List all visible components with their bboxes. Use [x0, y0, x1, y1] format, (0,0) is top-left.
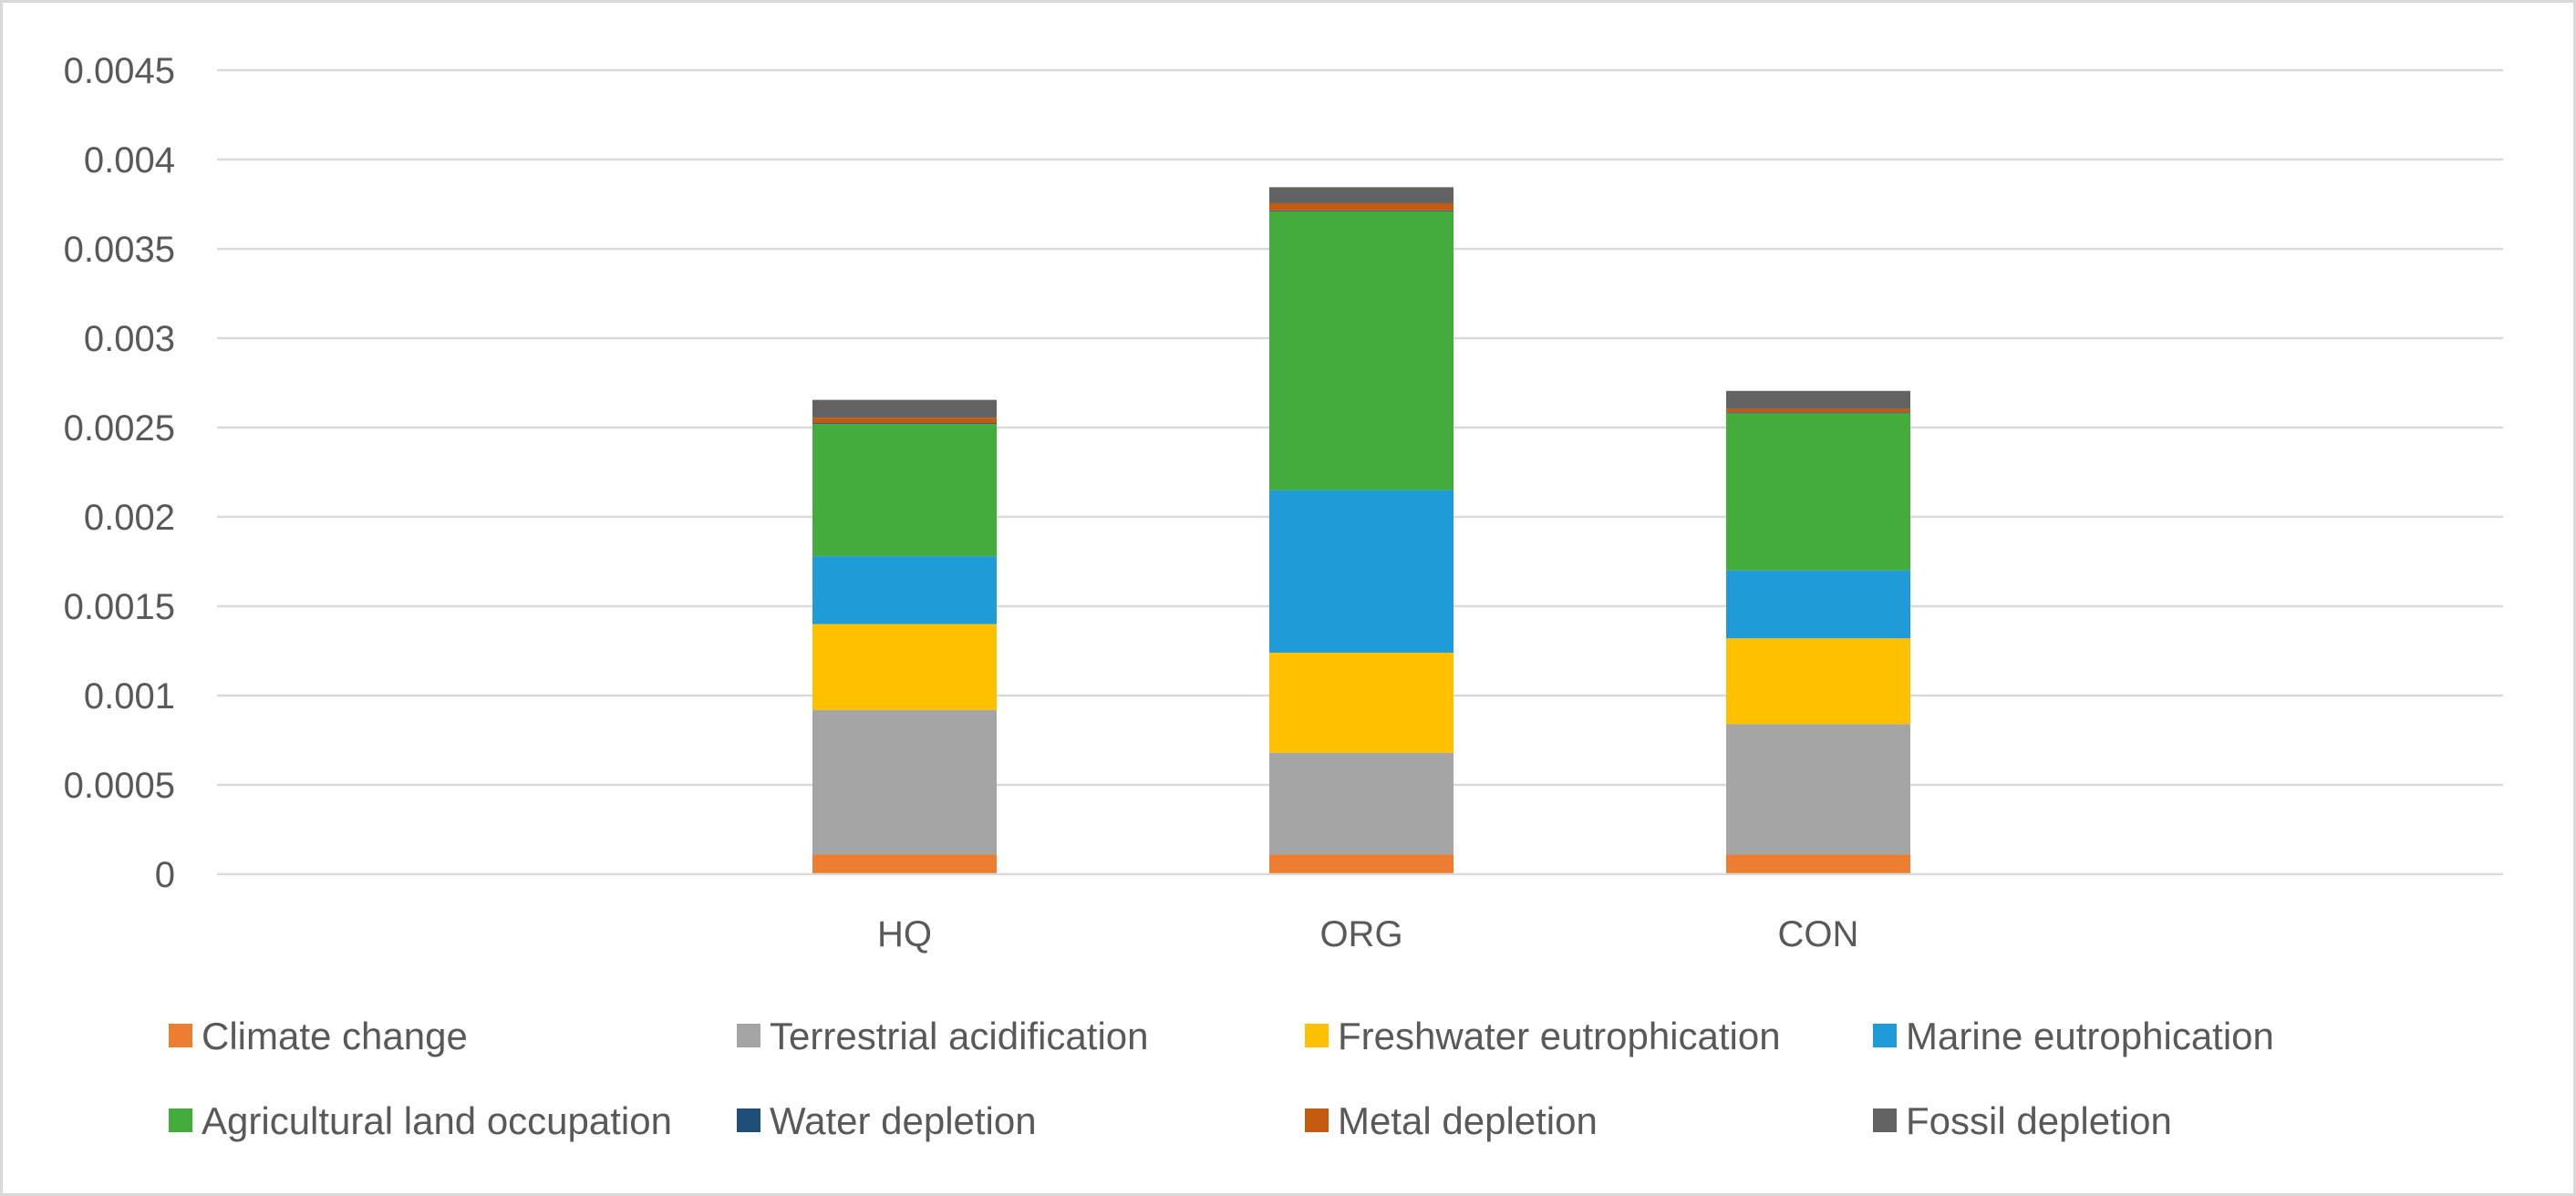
- y-tick-label: 0.0035: [64, 230, 175, 270]
- bar-hq-freshwater-eutrophication: [812, 624, 997, 710]
- bar-hq-climate-change: [812, 854, 997, 874]
- y-tick-label: 0.003: [84, 319, 175, 359]
- bar-con-agricultural-land-occupation: [1726, 413, 1910, 571]
- legend-item-water-depletion: Water depletion: [737, 1099, 1037, 1142]
- legend-swatch-fossil-depletion: [1873, 1108, 1897, 1132]
- legend-item-metal-depletion: Metal depletion: [1305, 1099, 1598, 1142]
- bar-org-metal-depletion: [1269, 203, 1454, 211]
- legend-item-climate-change: Climate change: [169, 1015, 468, 1057]
- legend-label-metal-depletion: Metal depletion: [1338, 1099, 1598, 1142]
- y-tick-label: 0.002: [84, 498, 175, 538]
- bar-org-marine-eutrophication: [1269, 490, 1454, 653]
- y-tick-label: 0.0025: [64, 408, 175, 448]
- legend-item-fossil-depletion: Fossil depletion: [1873, 1099, 2172, 1142]
- y-tick-label: 0.0045: [64, 51, 175, 91]
- legend-swatch-freshwater-eutrophication: [1305, 1024, 1329, 1047]
- bar-con-water-depletion: [1726, 412, 1910, 414]
- y-tick-label: 0.004: [84, 140, 175, 180]
- legend-swatch-water-depletion: [737, 1108, 760, 1132]
- legend: Climate change Terrestrial acidification F…: [169, 1015, 2274, 1142]
- legend-label-agricultural-land-occupation: Agricultural land occupation: [202, 1099, 672, 1142]
- bar-segments: [812, 187, 1910, 874]
- legend-swatch-climate-change: [169, 1024, 192, 1047]
- bar-con-climate-change: [1726, 854, 1910, 874]
- x-tick-label-org: ORG: [1319, 914, 1402, 954]
- bar-con-fossil-depletion: [1726, 390, 1910, 409]
- bar-con-freshwater-eutrophication: [1726, 638, 1910, 725]
- bar-org-climate-change: [1269, 854, 1454, 874]
- legend-label-marine-eutrophication: Marine eutrophication: [1906, 1015, 2274, 1057]
- legend-item-agricultural-land-occupation: Agricultural land occupation: [169, 1099, 672, 1142]
- legend-swatch-terrestrial-acidification: [737, 1024, 760, 1047]
- legend-item-terrestrial-acidification: Terrestrial acidification: [737, 1015, 1149, 1057]
- y-tick-label: 0.0015: [64, 587, 175, 627]
- y-axis-tick-labels: 0 0.0005 0.001 0.0015 0.002 0.0025 0.003 0.0035…: [64, 51, 175, 895]
- bar-con-metal-depletion: [1726, 408, 1910, 413]
- legend-item-marine-eutrophication: Marine eutrophication: [1873, 1015, 2274, 1057]
- x-axis-tick-labels: HQ ORG CON: [877, 914, 1858, 954]
- bar-hq-fossil-depletion: [812, 399, 997, 418]
- legend-label-water-depletion: Water depletion: [770, 1099, 1037, 1142]
- bar-hq-metal-depletion: [812, 418, 997, 424]
- bar-org-freshwater-eutrophication: [1269, 652, 1454, 753]
- legend-label-freshwater-eutrophication: Freshwater eutrophication: [1338, 1015, 1781, 1057]
- bar-org-terrestrial-acidification: [1269, 752, 1454, 855]
- legend-label-climate-change: Climate change: [202, 1015, 468, 1057]
- bar-hq-terrestrial-acidification: [812, 709, 997, 855]
- x-tick-label-hq: HQ: [877, 914, 932, 954]
- bar-org-agricultural-land-occupation: [1269, 211, 1454, 490]
- legend-label-fossil-depletion: Fossil depletion: [1906, 1099, 2172, 1142]
- y-tick-label: 0: [155, 855, 175, 895]
- bar-con-marine-eutrophication: [1726, 570, 1910, 639]
- legend-swatch-agricultural-land-occupation: [169, 1108, 192, 1132]
- bar-hq-marine-eutrophication: [812, 556, 997, 624]
- bar-con-terrestrial-acidification: [1726, 724, 1910, 855]
- bar-hq-water-depletion: [812, 423, 997, 425]
- legend-swatch-marine-eutrophication: [1873, 1024, 1897, 1047]
- bar-hq-agricultural-land-occupation: [812, 424, 997, 557]
- y-tick-label: 0.0005: [64, 766, 175, 806]
- legend-item-freshwater-eutrophication: Freshwater eutrophication: [1305, 1015, 1781, 1057]
- x-tick-label-con: CON: [1778, 914, 1859, 954]
- legend-label-terrestrial-acidification: Terrestrial acidification: [770, 1015, 1149, 1057]
- y-tick-label: 0.001: [84, 676, 175, 717]
- bar-org-fossil-depletion: [1269, 187, 1454, 204]
- legend-swatch-metal-depletion: [1305, 1108, 1329, 1132]
